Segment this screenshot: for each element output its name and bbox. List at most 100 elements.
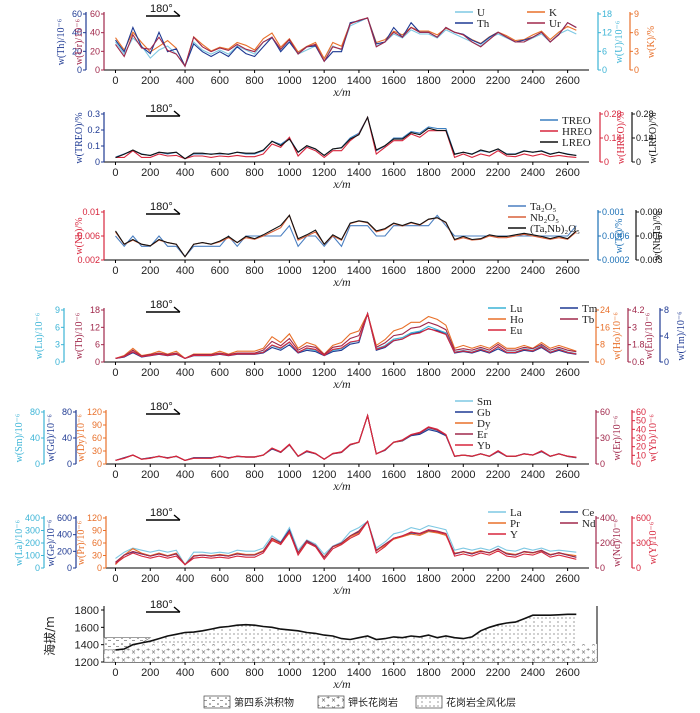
bearing-arrow-head [173,10,181,17]
x-tick-label: 200 [141,75,159,87]
legend-label: Nd [582,518,596,530]
x-tick-label: 1800 [416,167,440,179]
x-tick-label: 0 [112,367,118,379]
x-tick-label: 2600 [555,667,579,679]
x-tick-label: 1800 [416,75,440,87]
x-tick-label: 1200 [312,265,336,277]
x-tick-label: 1200 [312,573,336,585]
panel-hree-1: 0 200 400 600 800 1000 1200 1400 1600 1800 2000 220… [34,299,687,391]
y-tick-label: 0 [600,563,605,573]
y-tick-label: 4.2 [632,305,645,315]
y-tick-label: 20 [72,46,82,56]
y-tick-label: 60 [600,407,610,417]
x-tick-label: 2200 [486,167,510,179]
y-tick-label: 40 [62,433,72,443]
x-tick-label: 1400 [347,75,371,87]
y-tick-label: 18 [90,305,100,315]
y-axis-label: w(Yb)/10⁻⁶ [648,414,659,462]
legend-swatch [415,695,443,709]
x-tick-label: 2400 [521,573,545,585]
y-tick-label: 0.002 [77,255,100,265]
x-tick-label: 1800 [416,667,440,679]
y-tick-label: 12 [602,28,612,38]
legend-label: Y [510,529,518,541]
y-tick-label: 0 [600,459,605,469]
series-line-1 [115,413,577,461]
x-tick-label: 600 [211,573,229,585]
y-tick-label: 0 [634,65,639,75]
chart-panels: 0 200 400 600 800 1000 1200 1400 1600 1800 2000 220… [14,3,687,709]
x-tick-label: 2200 [486,75,510,87]
x-tick-label: 2400 [521,367,545,379]
y-tick-label: 0 [67,459,72,469]
legend-label: HREO [562,126,592,138]
y-tick-label: 80 [62,407,72,417]
y-tick-label: 40 [636,424,646,434]
y-tick-label: 200 [600,538,615,548]
legend-label: Tb [582,314,595,326]
x-tick-label: 1000 [277,367,301,379]
x-axis-label: x/m [332,177,351,191]
series-line-3 [115,17,577,68]
x-tick-label: 600 [211,469,229,481]
y-tick-label: 1.8 [632,340,645,350]
x-tick-label: 2400 [521,667,545,679]
panel-reo: 0 200 400 600 800 1000 1200 1400 1600 1800 2000 220… [74,103,659,191]
y-tick-label: 8 [600,340,605,350]
series-line-0 [115,520,577,566]
y-tick-label: 400 [25,513,40,523]
legend-label: Dy [477,418,491,430]
y-tick-label: 8 [664,305,669,315]
y-tick-label: 0 [95,65,100,75]
bearing-arrow-head [173,306,181,313]
x-tick-label: 800 [245,75,263,87]
y-tick-label: 30 [92,446,102,456]
x-axis-label: x/m [332,275,351,289]
x-tick-label: 1400 [347,573,371,585]
x-tick-label: 1400 [347,167,371,179]
x-tick-label: 0 [112,265,118,277]
y-axis-label: w(Nb,Ta)/% [652,211,663,261]
x-tick-label: 1000 [277,75,301,87]
bearing-arrow-head [173,606,181,613]
y-axis-label: w(Gd)/10⁻⁶ [46,414,57,462]
x-tick-label: 2000 [451,265,475,277]
legend-label: Ho [510,314,524,326]
y-tick-label: 1800 [75,605,99,617]
y-tick-label: 60 [92,538,102,548]
bearing-annotation: 180° [150,103,173,115]
series-line-4 [115,311,577,359]
x-tick-label: 600 [211,367,229,379]
x-tick-label: 2400 [521,469,545,481]
legend-label: Sm [477,396,492,408]
y-tick-label: 0.6 [632,357,645,367]
y-tick-label: 30 [636,433,646,443]
y-axis-label: w(Ta)/% [614,219,625,254]
x-axis-label: x/m [332,479,351,493]
ground-surface-line [115,613,577,651]
x-tick-label: 1800 [416,265,440,277]
legend-label: Lu [510,303,523,315]
y-tick-label: 1200 [75,657,99,669]
x-tick-label: 2000 [451,75,475,87]
y-tick-label: 600 [636,513,651,523]
series-line-0 [115,413,577,461]
y-tick-label: 0.28 [604,109,622,119]
bearing-annotation: 180° [150,3,173,15]
x-tick-label: 400 [176,469,194,481]
y-tick-label: 12 [90,322,100,332]
x-tick-label: 1600 [381,573,405,585]
x-tick-label: 1600 [381,265,405,277]
x-tick-label: 400 [176,667,194,679]
x-tick-label: 2000 [451,367,475,379]
y-tick-label: 40 [90,28,100,38]
x-tick-label: 1000 [277,265,301,277]
x-tick-label: 1600 [381,75,405,87]
x-tick-label: 1000 [277,469,301,481]
panel-nb-ta: 0 200 400 600 800 1000 1200 1400 1600 1800 2000 220… [74,201,663,289]
series-line-2 [115,520,577,566]
y-tick-label: 18 [602,9,612,19]
panel-hree-2: 0 200 400 600 800 1000 1200 1400 1600 1800 2000 220… [14,396,659,493]
y-tick-label: 90 [92,420,102,430]
